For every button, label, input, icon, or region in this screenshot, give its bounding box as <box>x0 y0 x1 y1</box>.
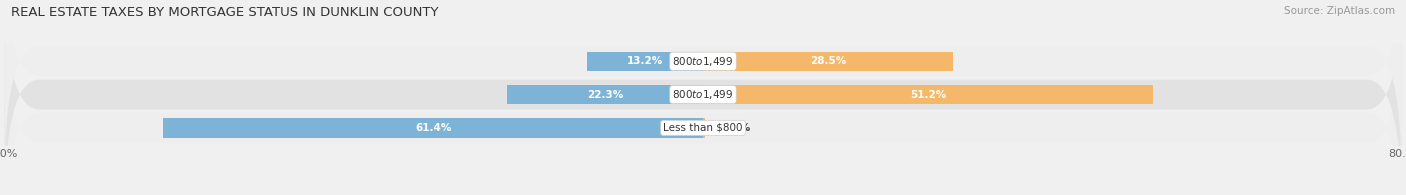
Text: 51.2%: 51.2% <box>910 90 946 100</box>
Bar <box>588 51 703 71</box>
Text: 28.5%: 28.5% <box>810 56 846 66</box>
Text: 22.3%: 22.3% <box>586 90 623 100</box>
Text: REAL ESTATE TAXES BY MORTGAGE STATUS IN DUNKLIN COUNTY: REAL ESTATE TAXES BY MORTGAGE STATUS IN … <box>11 6 439 19</box>
Text: Less than $800: Less than $800 <box>664 123 742 133</box>
Text: $800 to $1,499: $800 to $1,499 <box>672 88 734 101</box>
FancyBboxPatch shape <box>4 0 1402 195</box>
Bar <box>508 85 703 104</box>
FancyBboxPatch shape <box>4 10 1402 195</box>
Text: Source: ZipAtlas.com: Source: ZipAtlas.com <box>1284 6 1395 16</box>
Text: 0.26%: 0.26% <box>714 123 751 133</box>
Bar <box>703 51 953 71</box>
Text: 61.4%: 61.4% <box>415 123 451 133</box>
Text: 13.2%: 13.2% <box>627 56 664 66</box>
Bar <box>703 118 706 138</box>
Text: $800 to $1,499: $800 to $1,499 <box>672 55 734 68</box>
FancyBboxPatch shape <box>4 0 1402 180</box>
Bar <box>703 85 1153 104</box>
Bar <box>163 118 703 138</box>
